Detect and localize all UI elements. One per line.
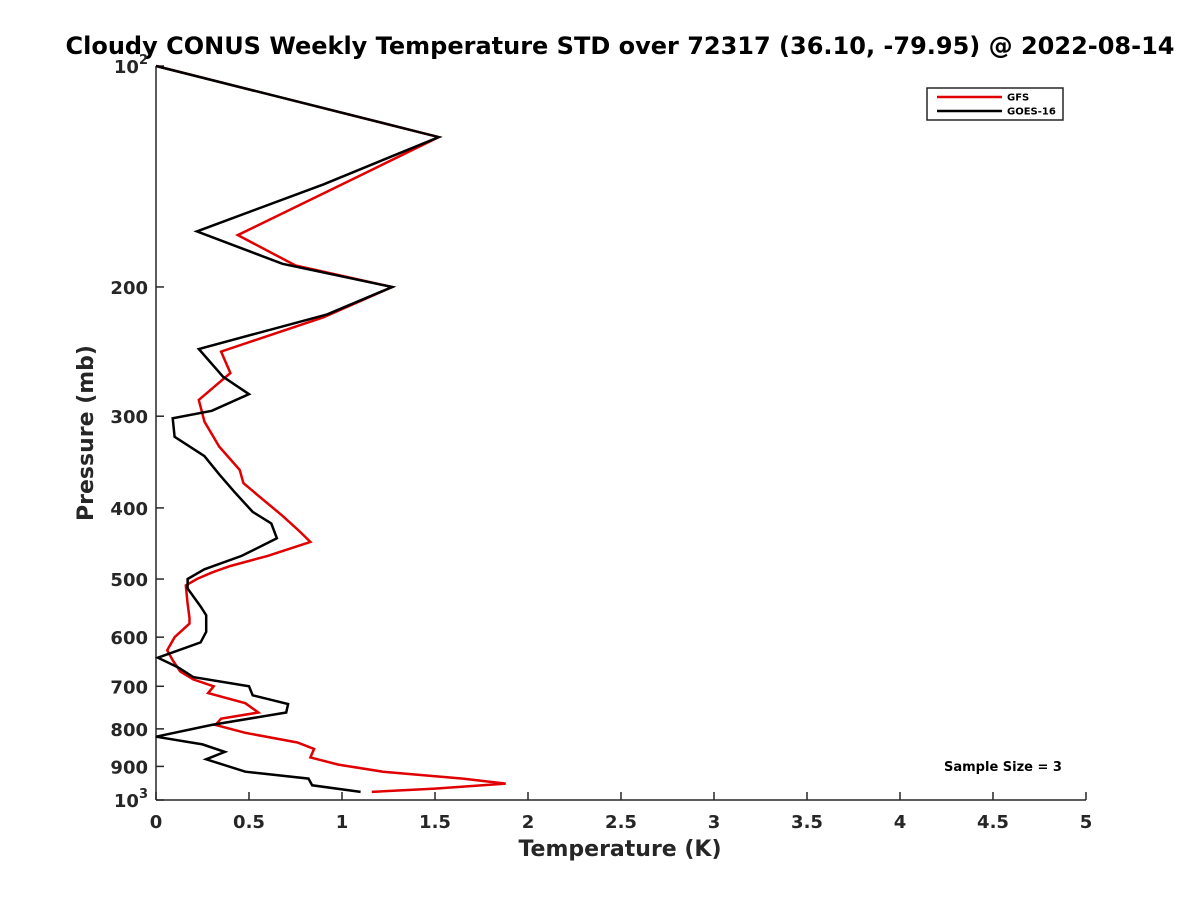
- y-tick-label: 800: [110, 720, 148, 741]
- y-tick-label: 103: [114, 787, 148, 812]
- y-tick-label: 500: [110, 570, 148, 591]
- x-tick-label: 3: [708, 812, 721, 833]
- y-tick-label: 200: [110, 278, 148, 299]
- x-tick-label: 1.5: [419, 812, 451, 833]
- series-group: [154, 64, 506, 794]
- series-line-gfs: [155, 64, 506, 794]
- x-tick-label: 1: [336, 812, 349, 833]
- plot-area: 0 0.5 1 1.5 2 2.5 3 3.5 4 4.5 5 102200300400500600…: [110, 53, 1092, 833]
- legend: GFS GOES-16: [926, 87, 1064, 121]
- y-tick-label: 600: [110, 628, 148, 649]
- x-tick-label: 2.5: [605, 812, 637, 833]
- x-tick-label: 4: [894, 812, 907, 833]
- y-tick-label: 400: [110, 499, 148, 520]
- y-tick-label: 700: [110, 677, 148, 698]
- series-line-goes-16: [154, 64, 443, 794]
- sample-size-annotation: Sample Size = 3: [944, 760, 1062, 775]
- legend-label-gfs: GFS: [1007, 93, 1029, 104]
- x-tick-label: 0: [150, 812, 163, 833]
- y-tick-base: 10: [114, 57, 139, 78]
- y-tick-exponent: 3: [139, 787, 148, 802]
- x-tick-label: 5: [1080, 812, 1093, 833]
- y-tick-exponent: 2: [139, 53, 148, 68]
- x-ticks: 0 0.5 1 1.5 2 2.5 3 3.5 4 4.5 5: [150, 792, 1093, 833]
- y-tick-label: 102: [114, 53, 148, 78]
- y-tick-label: 300: [110, 407, 148, 428]
- x-axis-label: Temperature (K): [518, 837, 721, 862]
- chart-title: Cloudy CONUS Weekly Temperature STD over…: [66, 32, 1175, 60]
- x-tick-label: 3.5: [791, 812, 823, 833]
- legend-box: [926, 87, 1064, 121]
- x-tick-label: 4.5: [977, 812, 1009, 833]
- y-axis-label: Pressure (mb): [74, 345, 99, 521]
- y-tick-base: 10: [114, 791, 139, 812]
- x-tick-label: 2: [522, 812, 535, 833]
- x-tick-label: 0.5: [233, 812, 265, 833]
- y-tick-label: 900: [110, 757, 148, 778]
- legend-label-goes16: GOES-16: [1007, 107, 1056, 118]
